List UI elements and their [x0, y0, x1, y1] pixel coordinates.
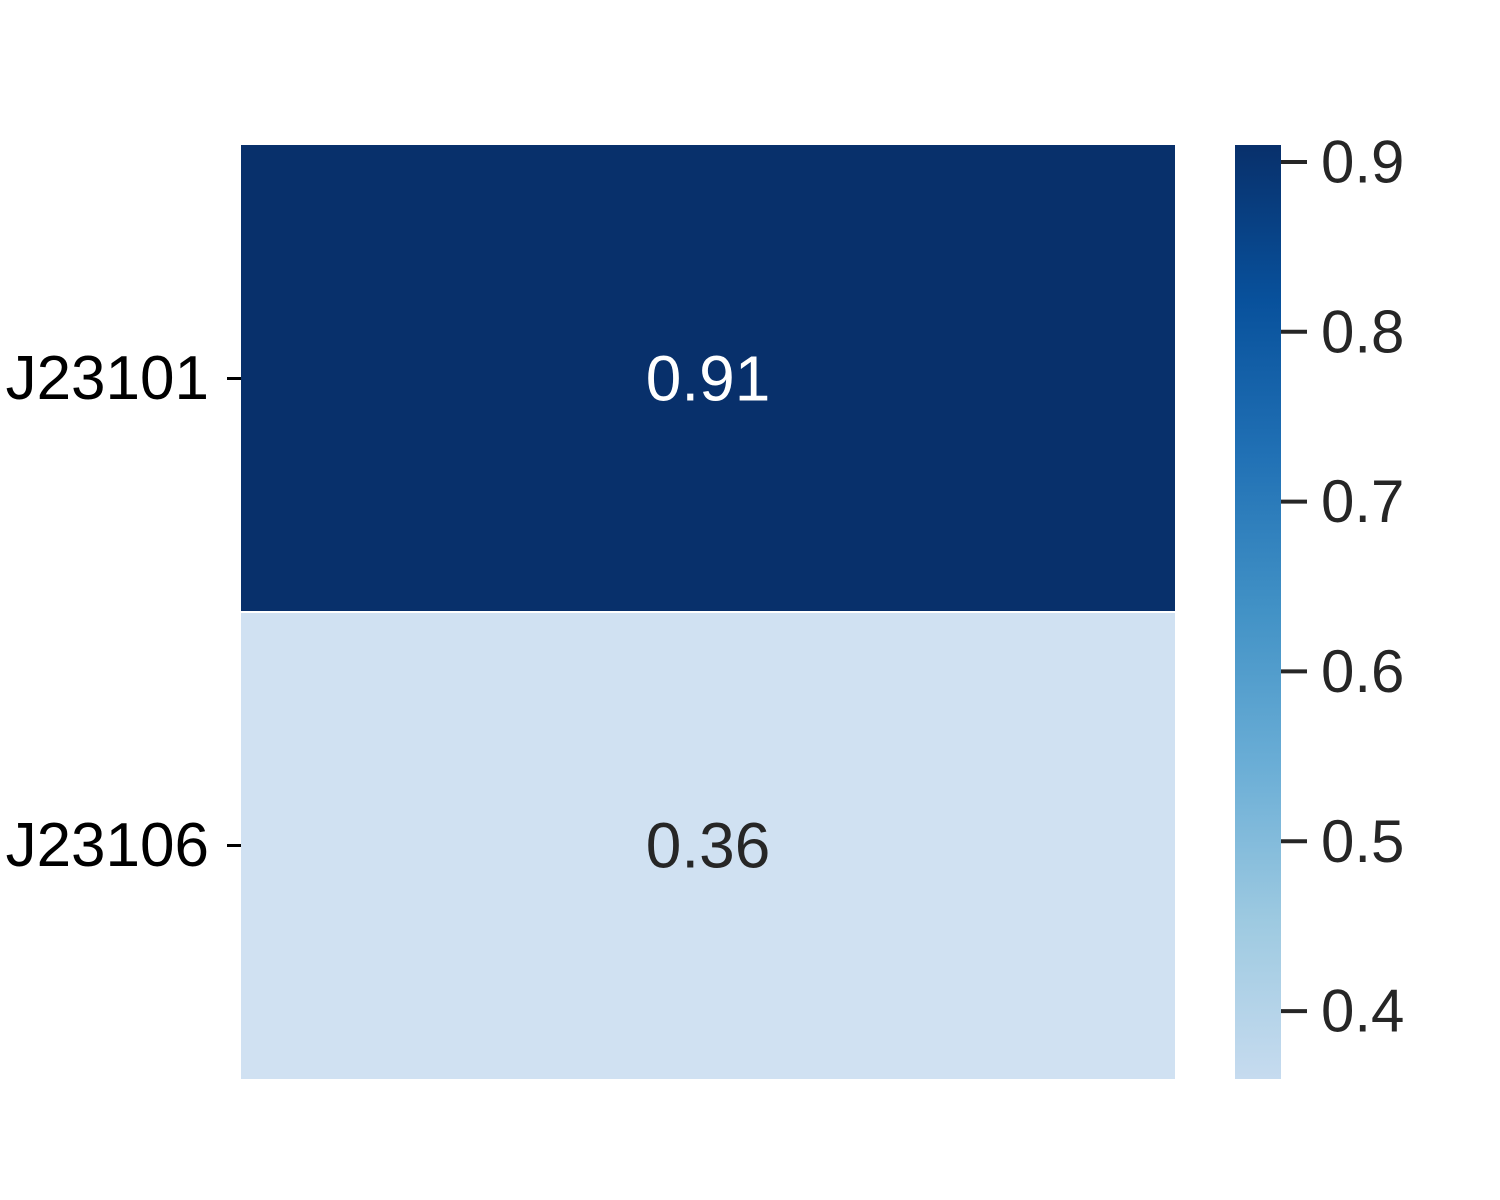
- row-label-j23101: J23101: [6, 344, 209, 413]
- row-axis: J23101 J23106: [6, 344, 241, 880]
- colorbar-tick-label: 0.4: [1321, 978, 1404, 1045]
- colorbar-tick-label: 0.7: [1321, 468, 1404, 535]
- colorbar-tick-label: 0.5: [1321, 808, 1404, 875]
- colorbar-gradient: [1235, 145, 1281, 1079]
- colorbar-tick-label: 0.8: [1321, 298, 1404, 365]
- row-label-j23106: J23106: [6, 811, 209, 880]
- cell-value-label: 0.36: [646, 810, 771, 882]
- cell-value-label: 0.91: [646, 343, 771, 415]
- colorbar-tick-label: 0.6: [1321, 638, 1404, 705]
- colorbar-tick-label: 0.9: [1321, 128, 1404, 195]
- heatmap-cells: 0.91 0.36: [241, 145, 1175, 1079]
- colorbar: 0.4 0.5 0.6 0.7 0.8 0.9: [1235, 128, 1404, 1079]
- heatmap-cell-j23101: [241, 145, 1175, 612]
- heatmap-cell-j23106: [241, 612, 1175, 1079]
